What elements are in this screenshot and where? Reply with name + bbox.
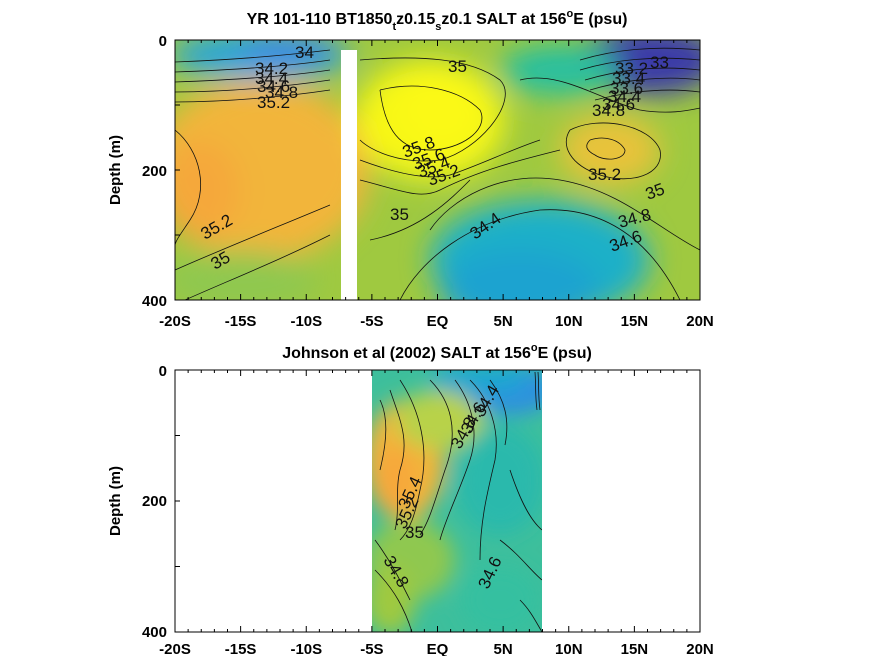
- contour-label: 34.6: [602, 95, 635, 114]
- x-tick-label: 5N: [494, 641, 513, 656]
- y-tick-label: 200: [142, 163, 167, 180]
- x-tick-label: -10S: [290, 313, 322, 330]
- contour-label: 35: [405, 523, 424, 542]
- contour-label: 34.8: [265, 83, 298, 102]
- x-tick-label: 15N: [621, 641, 649, 656]
- panel1-x-tick-labels: -20S -15S -10S -5S EQ 5N 10N 15N 20N: [159, 313, 714, 330]
- panel2-color-blobs: [372, 370, 542, 632]
- y-tick-label: 400: [142, 293, 167, 310]
- contour-label: 33.4: [612, 69, 645, 88]
- panel1-contours: [175, 47, 700, 300]
- x-tick-label: -5S: [360, 313, 383, 330]
- panel1-y-tick-labels: 0 200 400: [142, 33, 167, 310]
- panel2-x-tick-labels: -20S -15S -10S -5S EQ 5N 10N 15N 20N: [159, 641, 714, 656]
- y-tick-label: 200: [142, 493, 167, 510]
- panel2-title: Johnson et al (2002) SALT at 156oE (psu): [282, 342, 592, 362]
- contour-label: 33.2: [615, 59, 648, 78]
- panel2-field: 34.4 34.6 34.8 35.4 35.2 35 34.6 34.8: [372, 370, 542, 632]
- x-tick-label: 20N: [686, 313, 714, 330]
- panel2-contours: [374, 371, 542, 632]
- panel1-data-gap: [341, 50, 357, 300]
- contour-label: 34.6: [257, 77, 290, 96]
- panel2-ticks: [174, 369, 701, 633]
- x-tick-label: EQ: [427, 313, 449, 330]
- panel2-y-tick-labels: 0 200 400: [142, 363, 167, 641]
- contour-label: 34.2: [255, 59, 288, 78]
- panel2-y-axis-label: Depth (m): [107, 466, 124, 536]
- x-tick-label: 10N: [555, 641, 583, 656]
- x-tick-label: 10N: [555, 313, 583, 330]
- y-tick-label: 0: [159, 363, 167, 380]
- panel1-color-blobs: [175, 40, 700, 300]
- contour-label: 34.8: [592, 101, 625, 120]
- contour-label: 34.4: [608, 87, 641, 106]
- x-tick-label: -15S: [225, 641, 257, 656]
- y-tick-label: 400: [142, 624, 167, 641]
- x-tick-label: 5N: [494, 313, 513, 330]
- panel1-field: 34 34.2 34.4 34.6 34.8 35 35.2 35.2 35 3…: [175, 40, 700, 300]
- contour-label: 33: [650, 53, 669, 72]
- panel-model-salt: YR 101-110 BT1850tz0.15sz0.1 SALT at 156…: [107, 8, 714, 330]
- contour-label: 35: [390, 205, 409, 224]
- x-tick-label: -10S: [290, 641, 322, 656]
- contour-label: 35.2: [588, 165, 621, 184]
- y-tick-label: 0: [159, 33, 167, 50]
- x-tick-label: -5S: [360, 641, 383, 656]
- x-tick-label: 20N: [686, 641, 714, 656]
- contour-label: 34: [295, 43, 314, 62]
- panel-johnson-salt: Johnson et al (2002) SALT at 156oE (psu): [107, 342, 714, 656]
- x-tick-label: -20S: [159, 641, 191, 656]
- x-tick-label: EQ: [427, 641, 449, 656]
- x-tick-label: -20S: [159, 313, 191, 330]
- contour-label: 35.2: [257, 93, 290, 112]
- contour-label: 33.6: [610, 79, 643, 98]
- panel1-ticks: [174, 39, 701, 301]
- x-tick-label: 15N: [621, 313, 649, 330]
- panel1-title: YR 101-110 BT1850tz0.15sz0.1 SALT at 156…: [247, 8, 628, 33]
- contour-label: 34.4: [255, 69, 288, 88]
- contour-label: 35: [448, 57, 467, 76]
- panel1-y-axis-label: Depth (m): [107, 135, 124, 205]
- x-tick-label: -15S: [225, 313, 257, 330]
